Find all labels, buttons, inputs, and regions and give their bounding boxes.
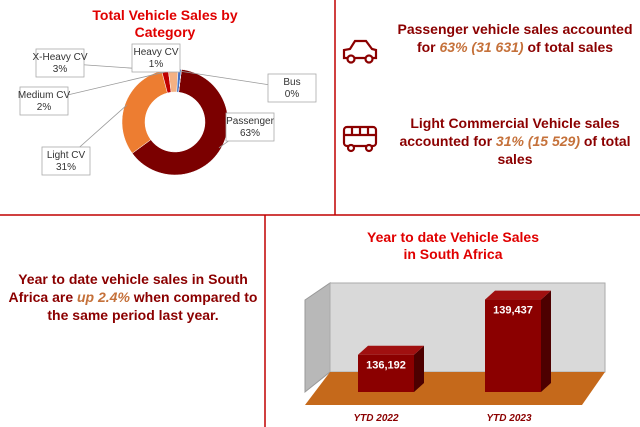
value-label: 0% [285, 89, 300, 100]
note-text: of total sales [527, 39, 614, 55]
category-label: Medium CV [18, 90, 71, 101]
value-label: 2% [37, 102, 52, 113]
value-label: 1% [149, 59, 164, 70]
category-label: Heavy CV [133, 47, 178, 58]
category-label: Light CV [47, 150, 86, 161]
note-highlight: 31% (15 529) [495, 133, 580, 149]
note-highlight: 63% (31 631) [439, 39, 524, 55]
x-tick-label: YTD 2022 [353, 413, 398, 424]
value-label: 63% [240, 128, 260, 139]
note-text: of total sales [497, 133, 631, 167]
label-box [41, 146, 91, 176]
value-label: 136,192 [366, 360, 406, 372]
bar-top [358, 345, 424, 355]
car-icon [342, 39, 378, 64]
lcv-note: Light Commercial Vehicle sales accounted… [390, 114, 640, 168]
donut-segment [121, 70, 168, 154]
donut-segment [131, 69, 229, 176]
x-tick-label: YTD 2023 [486, 413, 531, 424]
label-box [267, 73, 317, 103]
label-box [225, 112, 275, 142]
category-label: Bus [283, 77, 300, 88]
bar-top [485, 290, 551, 300]
note-text: Year to date vehicle sales in South Afri… [8, 271, 248, 305]
ytd-note: Year to date vehicle sales in South Afri… [8, 270, 258, 324]
passenger-note: Passenger vehicle sales accounted for 63… [395, 20, 635, 56]
label-box [35, 48, 85, 78]
chart-title: Total Vehicle Sales by Category [92, 7, 237, 40]
bar-side [541, 290, 551, 392]
chart-title: Year to date Vehicle Sales in South Afric… [367, 229, 539, 262]
category-label: X-Heavy CV [32, 52, 87, 63]
donut-segment [178, 69, 182, 93]
value-label: 31% [56, 162, 76, 173]
bar-side [414, 345, 424, 392]
bar [485, 299, 541, 392]
category-label: Passenger [226, 116, 274, 127]
note-highlight: up 2.4% [77, 289, 130, 305]
floor [305, 372, 605, 405]
bus-icon [342, 125, 378, 153]
label-box [19, 86, 69, 116]
note-text: Passenger vehicle sales accounted for [397, 21, 633, 55]
left-wall [304, 282, 331, 394]
value-label: 3% [53, 64, 68, 75]
note-text: Light Commercial Vehicle sales accounted… [399, 115, 620, 149]
value-label: 139,437 [493, 305, 533, 317]
note-text: when compared to the same period last ye… [47, 289, 258, 323]
bar [358, 354, 414, 392]
label-box [131, 43, 181, 73]
